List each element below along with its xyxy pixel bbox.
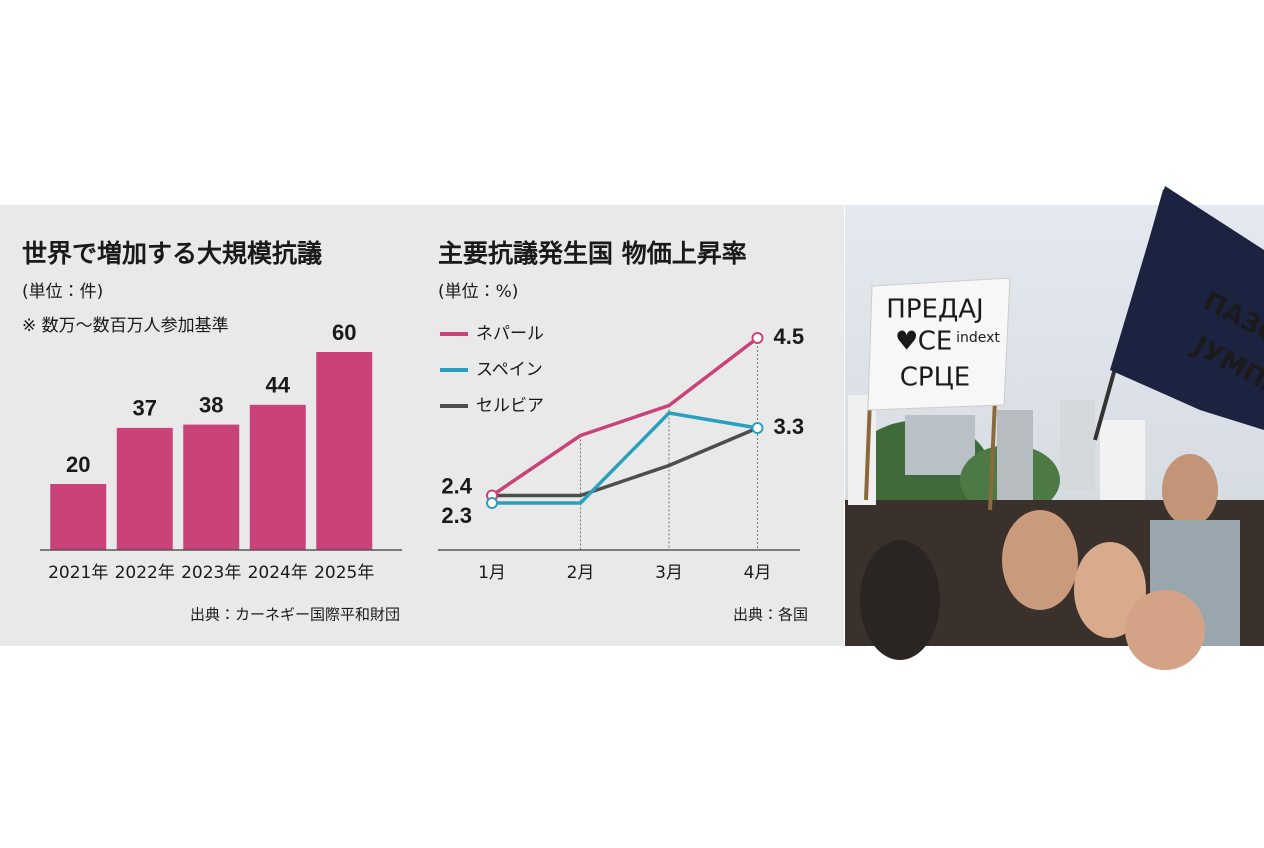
line-series bbox=[492, 426, 759, 498]
legend-label: スペイン bbox=[476, 360, 543, 380]
flag bbox=[1110, 186, 1264, 430]
legend-label: セルビア bbox=[476, 396, 544, 416]
line-series bbox=[491, 336, 759, 497]
chart-note: ※ 数万〜数百万人参加基準 bbox=[22, 316, 229, 336]
data-label: 3.3 bbox=[774, 414, 805, 439]
bar bbox=[316, 352, 373, 550]
data-label: 2.3 bbox=[441, 503, 472, 528]
bar-value-label: 20 bbox=[66, 452, 90, 477]
person bbox=[1100, 420, 1145, 500]
bar bbox=[249, 404, 306, 550]
banner-heart: ♥ bbox=[895, 327, 918, 357]
banner-text: СРЦЕ bbox=[900, 363, 970, 393]
chart-panel bbox=[0, 205, 844, 646]
banner-text: СЕ bbox=[918, 327, 953, 357]
x-tick-label: 2022年 bbox=[115, 563, 175, 583]
building bbox=[905, 415, 975, 475]
person bbox=[1074, 542, 1146, 638]
bar-value-label: 60 bbox=[332, 320, 356, 345]
person bbox=[1125, 590, 1205, 670]
data-label: 4.5 bbox=[774, 324, 805, 349]
person bbox=[1162, 454, 1218, 526]
photo: ПРЕДАЈ ♥ СЕ indext СРЦЕ ПАЗОВА ЈУМПА bbox=[845, 186, 1264, 670]
person bbox=[1002, 510, 1078, 610]
banner bbox=[867, 277, 1011, 411]
legend-label: ネパール bbox=[476, 324, 544, 344]
x-tick-label: 2023年 bbox=[181, 563, 241, 583]
chart-title: 主要抗議発生国 物価上昇率 bbox=[438, 239, 747, 268]
bar-value-label: 44 bbox=[266, 373, 291, 398]
bar bbox=[50, 484, 107, 550]
chart-source: 出典：各国 bbox=[733, 606, 808, 624]
data-label: 2.4 bbox=[441, 473, 472, 498]
pole bbox=[864, 399, 872, 501]
chart-subtitle: (単位：件) bbox=[22, 282, 103, 302]
banner-logo: indext bbox=[956, 330, 1000, 346]
x-tick-label: 1月 bbox=[478, 563, 506, 583]
bar-value-label: 38 bbox=[199, 392, 223, 417]
x-tick-label: 2021年 bbox=[48, 563, 108, 583]
person bbox=[860, 540, 940, 660]
person bbox=[1060, 400, 1095, 490]
pole bbox=[988, 399, 997, 511]
line-series bbox=[492, 411, 758, 505]
point-marker bbox=[751, 332, 764, 344]
person bbox=[997, 410, 1033, 500]
chart-title: 世界で増加する大規模抗議 bbox=[22, 239, 322, 268]
person bbox=[848, 395, 876, 505]
bar bbox=[116, 427, 173, 550]
x-tick-label: 2025年 bbox=[314, 563, 374, 583]
bar-value-label: 37 bbox=[133, 396, 157, 421]
x-tick-label: 2024年 bbox=[248, 563, 308, 583]
bar bbox=[183, 424, 240, 550]
x-tick-label: 4月 bbox=[744, 563, 772, 583]
point-marker bbox=[486, 497, 498, 509]
x-tick-label: 2月 bbox=[567, 563, 595, 583]
x-tick-label: 3月 bbox=[655, 563, 683, 583]
banner-text: ПРЕДАЈ bbox=[886, 295, 983, 325]
chart-subtitle: (単位：%) bbox=[438, 282, 518, 302]
point-marker bbox=[751, 422, 764, 434]
chart-source: 出典：カーネギー国際平和財団 bbox=[190, 606, 400, 624]
